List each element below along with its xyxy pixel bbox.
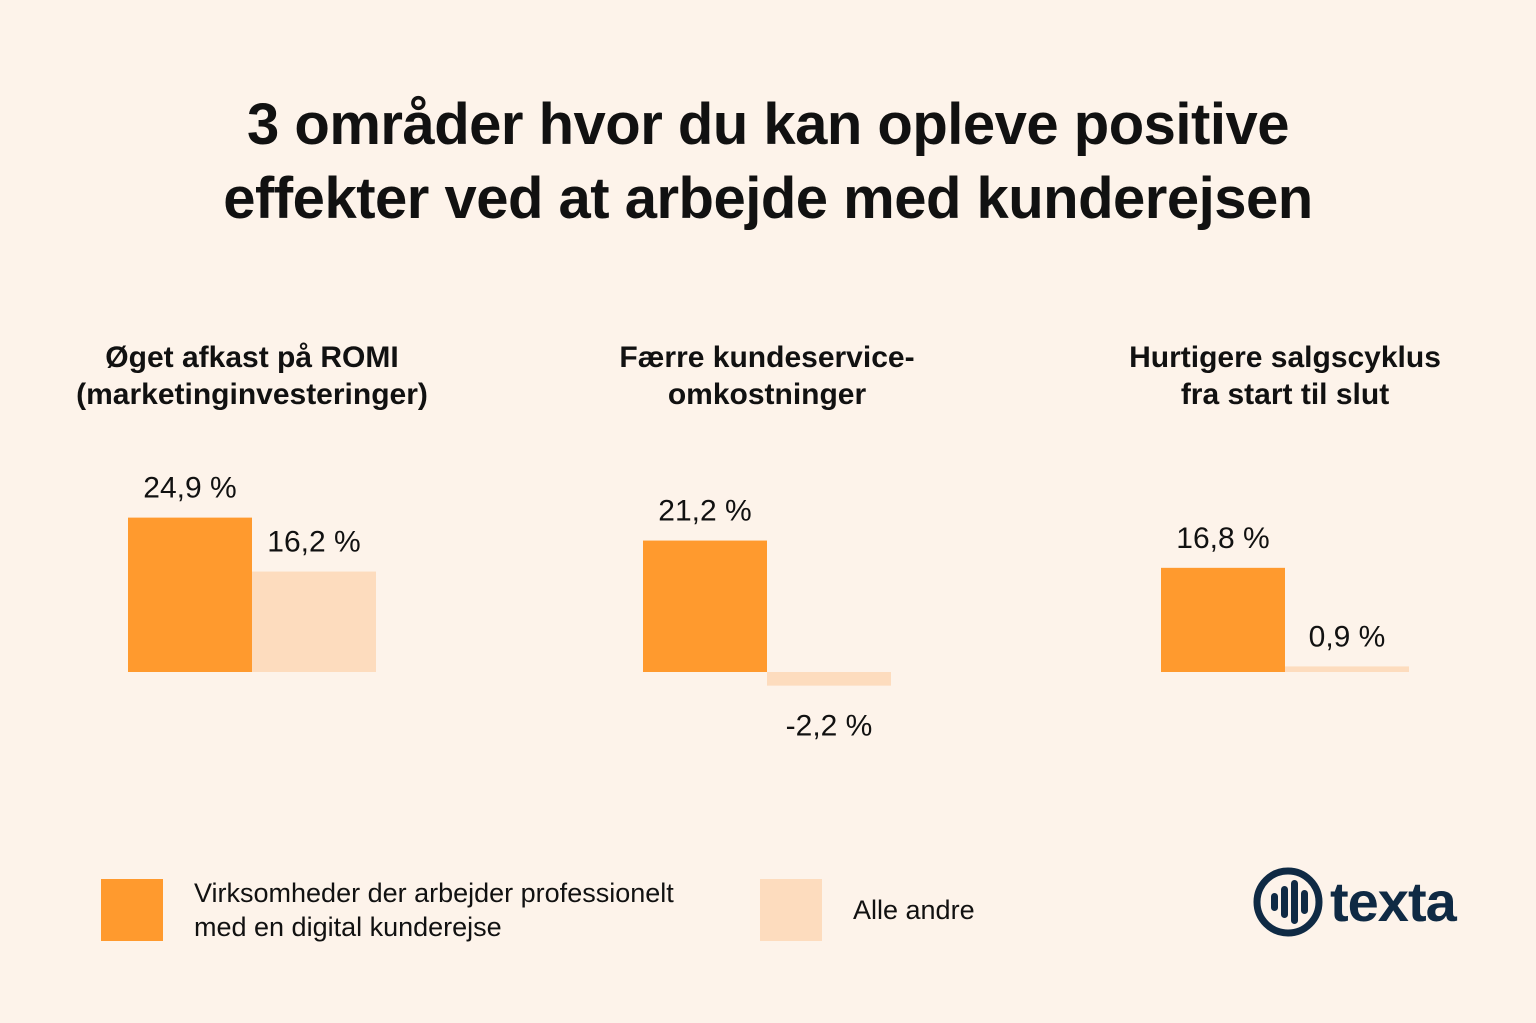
chart-2-bar-2 bbox=[767, 672, 891, 686]
chart-3-bar-2 bbox=[1285, 666, 1409, 672]
legend-swatch-others bbox=[760, 879, 822, 941]
chart-3-bar-2-label: 0,9 % bbox=[1309, 620, 1386, 653]
legend-professional: Virksomheder der arbejder professionelt … bbox=[101, 876, 721, 942]
chart-2-title-line-1: Færre kundeservice- bbox=[619, 341, 914, 374]
legend-label-professional: Virksomheder der arbejder professionelt … bbox=[194, 876, 674, 944]
texta-logo-icon bbox=[1253, 867, 1323, 937]
chart-2-title-line-2: omkostninger bbox=[668, 378, 867, 411]
chart-1-title-line-1: Øget afkast på ROMI bbox=[105, 341, 398, 374]
page-title: 3 områder hvor du kan opleve positive ef… bbox=[0, 88, 1536, 236]
legend-label-professional-line-1: Virksomheder der arbejder professionelt bbox=[194, 878, 674, 908]
chart-1-bar-2 bbox=[252, 571, 376, 672]
page-title-line-2: effekter ved at arbejde med kunderejsen bbox=[223, 166, 1313, 231]
chart-3-title-line-2: fra start til slut bbox=[1181, 378, 1389, 411]
legend-others: Alle andre bbox=[760, 876, 1020, 942]
chart-panel-1: Øget afkast på ROMI (marketinginvestering… bbox=[76, 341, 428, 672]
page-title-line-1: 3 områder hvor du kan opleve positive bbox=[247, 92, 1289, 157]
chart-1-title-line-2: (marketinginvesteringer) bbox=[76, 378, 428, 411]
chart-panel-2: Færre kundeservice-omkostninger 21,2 % -2,… bbox=[619, 341, 914, 743]
chart-3-bar-1 bbox=[1161, 567, 1285, 672]
chart-3-title-line-1: Hurtigere salgscyklus bbox=[1129, 341, 1441, 374]
texta-logo: texta bbox=[1252, 864, 1482, 940]
chart-panel-3: Hurtigere salgscyklus fra start til slut 1… bbox=[1129, 341, 1441, 672]
chart-2-bar-1-label: 21,2 % bbox=[658, 495, 751, 528]
chart-2-bar-1 bbox=[643, 540, 767, 672]
legend-label-professional-line-2: med en digital kunderejse bbox=[194, 912, 502, 942]
logo-text: texta bbox=[1330, 870, 1457, 933]
chart-2-bar-2-label: -2,2 % bbox=[786, 710, 873, 743]
chart-1-bar-1-label: 24,9 % bbox=[143, 472, 236, 505]
legend-swatch-professional bbox=[101, 879, 163, 941]
chart-1-bar-2-label: 16,2 % bbox=[267, 526, 360, 559]
chart-1-bar-1 bbox=[128, 517, 252, 672]
legend-label-others: Alle andre bbox=[853, 895, 975, 925]
chart-3-bar-1-label: 16,8 % bbox=[1176, 522, 1269, 555]
